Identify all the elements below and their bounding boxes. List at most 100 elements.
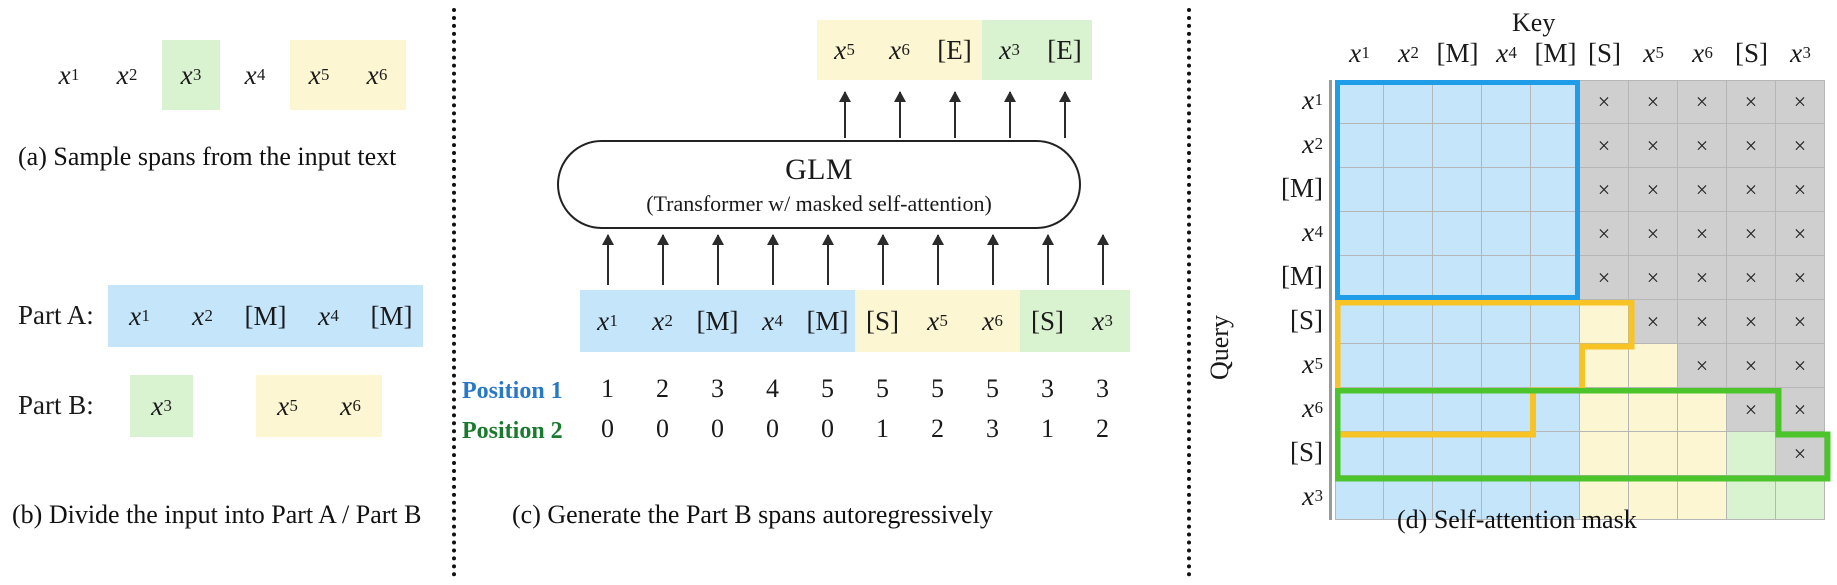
token-glyph: [M] xyxy=(806,305,849,336)
mask-cell-r4-c5 xyxy=(1531,212,1580,256)
key-header-9: [S] xyxy=(1727,40,1776,68)
mask-cell-r7-c6 xyxy=(1580,344,1629,388)
panel-c-input-3: [M] xyxy=(690,290,745,352)
mask-cell-r10-c1 xyxy=(1335,476,1384,520)
mask-cell-r1-c7: × xyxy=(1629,80,1678,124)
position-1-value-2: 2 xyxy=(656,374,669,403)
panel-c-input-row: x 1 x 2 [M] x 4 [M] [S] x 5 x 6 [S] x 3 xyxy=(580,290,1130,352)
position-1-value-6: 5 xyxy=(876,374,889,403)
mask-cell-r4-c9: × xyxy=(1727,212,1776,256)
attention-mask-grid: × × × × × × × × × × × × × × × × × × × × × × × × × × × × × × × × × × × xyxy=(1335,80,1825,520)
input-arrow-5 xyxy=(822,234,834,285)
mask-cell-r2-c4 xyxy=(1482,124,1531,168)
mask-cell-r9-c3 xyxy=(1433,432,1482,476)
mask-cell-r9-c7 xyxy=(1629,432,1678,476)
mask-cell-r6-c4 xyxy=(1482,300,1531,344)
key-axis-label: Key xyxy=(1512,8,1556,37)
mask-cell-r5-c3 xyxy=(1433,256,1482,300)
mask-cell-r5-c1 xyxy=(1335,256,1384,300)
position-1-values: 1 2 3 4 5 5 5 5 3 3 xyxy=(580,374,1130,404)
mask-cell-r8-c9: × xyxy=(1727,388,1776,432)
position-1-value-1: 1 xyxy=(601,374,614,403)
mask-cell-r8-c5 xyxy=(1531,388,1580,432)
position-1-value-9: 3 xyxy=(1041,374,1054,403)
mask-cell-r6-c7: × xyxy=(1629,300,1678,344)
input-arrow-4 xyxy=(767,234,779,285)
panel-b-caption: (b) Divide the input into Part A / Part … xyxy=(12,500,422,529)
mask-cell-r9-c1 xyxy=(1335,432,1384,476)
token-glyph: [E] xyxy=(937,34,972,65)
mask-cell-r6-c3 xyxy=(1433,300,1482,344)
mask-cell-r1-c3 xyxy=(1433,80,1482,124)
position-1-label: Position 1 xyxy=(462,378,563,404)
mask-cell-r1-c8: × xyxy=(1678,80,1727,124)
mask-cell-r10-c3 xyxy=(1433,476,1482,520)
mask-cell-r5-c6: × xyxy=(1580,256,1629,300)
position-2-value-10: 2 xyxy=(1096,414,1109,443)
part-b-label: Part B: xyxy=(18,390,94,420)
mask-cell-r10-c9 xyxy=(1727,476,1776,520)
position-2-value-2: 0 xyxy=(656,414,669,443)
mask-cell-r10-c7 xyxy=(1629,476,1678,520)
output-arrow-3 xyxy=(949,91,961,138)
mask-cell-r10-c8 xyxy=(1678,476,1727,520)
mask-cell-r3-c8: × xyxy=(1678,168,1727,212)
glm-title: GLM xyxy=(785,152,853,186)
mask-cell-r4-c8: × xyxy=(1678,212,1727,256)
mask-cell-r5-c4 xyxy=(1482,256,1531,300)
position-2-value-6: 1 xyxy=(876,414,889,443)
mask-cell-r6-c8: × xyxy=(1678,300,1727,344)
position-2-value-3: 0 xyxy=(711,414,724,443)
panel-c-input-6: [S] xyxy=(855,290,910,352)
part-a-label: Part A: xyxy=(18,300,94,330)
input-arrow-6 xyxy=(877,234,889,285)
panel-c-caption: (c) Generate the Part B spans autoregres… xyxy=(512,500,993,529)
mask-cell-r2-c8: × xyxy=(1678,124,1727,168)
mask-cell-r6-c1 xyxy=(1335,300,1384,344)
mask-cell-r1-c2 xyxy=(1384,80,1433,124)
mask-cell-r5-c8: × xyxy=(1678,256,1727,300)
mask-cell-r2-c3 xyxy=(1433,124,1482,168)
position-1-value-5: 5 xyxy=(821,374,834,403)
mask-cell-r2-c5 xyxy=(1531,124,1580,168)
position-1-value-8: 5 xyxy=(986,374,999,403)
mask-cell-r9-c9 xyxy=(1727,432,1776,476)
position-2-value-8: 3 xyxy=(986,414,999,443)
panel-c-output-5: [E] xyxy=(1037,20,1092,80)
input-arrow-8 xyxy=(987,234,999,285)
mask-cell-r7-c7 xyxy=(1629,344,1678,388)
output-arrow-1 xyxy=(839,91,851,138)
input-arrow-10 xyxy=(1097,234,1109,285)
query-axis-label: Query xyxy=(1205,315,1234,380)
mask-cell-r6-c10: × xyxy=(1776,300,1825,344)
position-1-value-4: 4 xyxy=(766,374,779,403)
input-arrow-1 xyxy=(602,234,614,285)
query-header-col: x 1 x 2 [M] x 4 [M] [S] x 5 x 6 [S] x 3 xyxy=(1235,80,1323,520)
mask-cell-r3-c9: × xyxy=(1727,168,1776,212)
mask-cell-r5-c5 xyxy=(1531,256,1580,300)
token-glyph: [M] xyxy=(1281,261,1323,291)
divider-left xyxy=(452,8,456,577)
mask-cell-r1-c4 xyxy=(1482,80,1531,124)
mask-cell-r5-c9: × xyxy=(1727,256,1776,300)
key-header-6: [S] xyxy=(1580,40,1629,68)
